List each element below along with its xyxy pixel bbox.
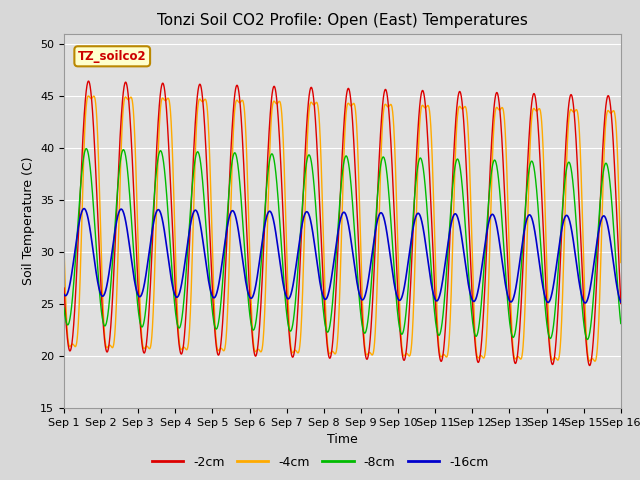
X-axis label: Time: Time: [327, 433, 358, 446]
Text: TZ_soilco2: TZ_soilco2: [78, 50, 147, 63]
Legend: -2cm, -4cm, -8cm, -16cm: -2cm, -4cm, -8cm, -16cm: [147, 451, 493, 474]
Y-axis label: Soil Temperature (C): Soil Temperature (C): [22, 156, 35, 285]
Title: Tonzi Soil CO2 Profile: Open (East) Temperatures: Tonzi Soil CO2 Profile: Open (East) Temp…: [157, 13, 528, 28]
